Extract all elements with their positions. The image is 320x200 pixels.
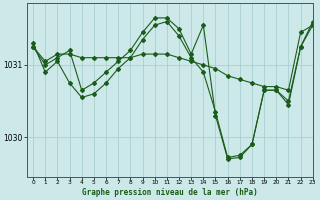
- X-axis label: Graphe pression niveau de la mer (hPa): Graphe pression niveau de la mer (hPa): [82, 188, 258, 197]
